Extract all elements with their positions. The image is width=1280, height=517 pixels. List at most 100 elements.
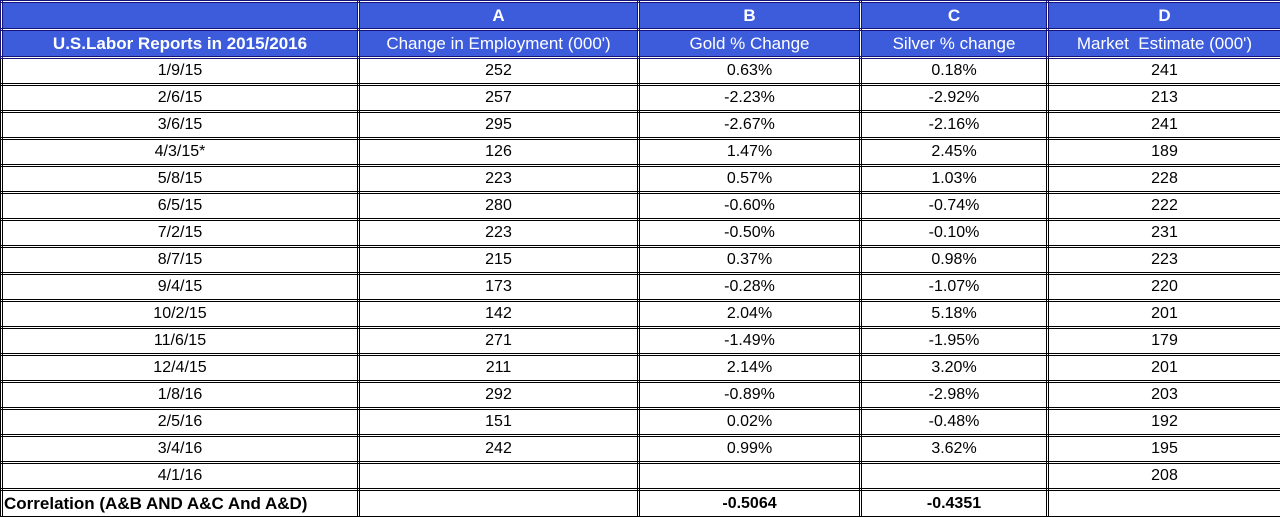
value-cell: 2.04% xyxy=(637,299,862,329)
column-letter-row: A B C D xyxy=(0,0,1280,31)
value-cell: 241 xyxy=(1046,56,1280,86)
value-cell: 215 xyxy=(357,245,640,275)
column-label-market-estimate: Market Estimate (000') xyxy=(1046,28,1280,59)
date-cell: 4/1/16 xyxy=(0,461,360,491)
value-cell: 223 xyxy=(357,218,640,248)
correlation-gold-value: -0.5064 xyxy=(637,488,862,517)
value-cell: 231 xyxy=(1046,218,1280,248)
value-cell: 0.37% xyxy=(637,245,862,275)
value-cell: 0.57% xyxy=(637,164,862,194)
corner-cell xyxy=(0,0,360,31)
value-cell: 208 xyxy=(1046,461,1280,491)
value-cell: 1.47% xyxy=(637,137,862,167)
table-row: 1/9/15 252 0.63% 0.18% 241 xyxy=(0,56,1280,86)
table-row: 2/6/15 257 -2.23% -2.92% 213 xyxy=(0,83,1280,113)
value-cell xyxy=(357,461,640,491)
correlation-label: Correlation (A&B AND A&C And A&D) xyxy=(0,488,360,517)
column-label-gold: Gold % Change xyxy=(637,28,862,59)
value-cell: 0.98% xyxy=(859,245,1049,275)
value-cell: 192 xyxy=(1046,407,1280,437)
date-cell: 7/2/15 xyxy=(0,218,360,248)
value-cell: 0.18% xyxy=(859,56,1049,86)
table-row: 2/5/16 151 0.02% -0.48% 192 xyxy=(0,407,1280,437)
table-row: 10/2/15 142 2.04% 5.18% 201 xyxy=(0,299,1280,329)
value-cell: 173 xyxy=(357,272,640,302)
value-cell xyxy=(637,461,862,491)
value-cell: 0.63% xyxy=(637,56,862,86)
value-cell: 142 xyxy=(357,299,640,329)
value-cell: 5.18% xyxy=(859,299,1049,329)
date-cell: 1/8/16 xyxy=(0,380,360,410)
date-cell: 12/4/15 xyxy=(0,353,360,383)
value-cell: -2.98% xyxy=(859,380,1049,410)
table-row: 9/4/15 173 -0.28% -1.07% 220 xyxy=(0,272,1280,302)
value-cell: 223 xyxy=(1046,245,1280,275)
table-row: 6/5/15 280 -0.60% -0.74% 222 xyxy=(0,191,1280,221)
value-cell: 295 xyxy=(357,110,640,140)
column-letter-d: D xyxy=(1046,0,1280,31)
value-cell: 280 xyxy=(357,191,640,221)
value-cell: 222 xyxy=(1046,191,1280,221)
value-cell: 257 xyxy=(357,83,640,113)
column-label-employment: Change in Employment (000') xyxy=(357,28,640,59)
value-cell: -0.74% xyxy=(859,191,1049,221)
date-cell: 11/6/15 xyxy=(0,326,360,356)
date-cell: 1/9/15 xyxy=(0,56,360,86)
value-cell: -2.23% xyxy=(637,83,862,113)
value-cell: 0.99% xyxy=(637,434,862,464)
table-row: 5/8/15 223 0.57% 1.03% 228 xyxy=(0,164,1280,194)
date-cell: 10/2/15 xyxy=(0,299,360,329)
table-row: 1/8/16 292 -0.89% -2.98% 203 xyxy=(0,380,1280,410)
value-cell: 0.02% xyxy=(637,407,862,437)
value-cell: -1.07% xyxy=(859,272,1049,302)
date-cell: 9/4/15 xyxy=(0,272,360,302)
value-cell: 151 xyxy=(357,407,640,437)
value-cell: 241 xyxy=(1046,110,1280,140)
date-cell: 8/7/15 xyxy=(0,245,360,275)
date-cell: 5/8/15 xyxy=(0,164,360,194)
correlation-empty-a xyxy=(357,488,640,517)
value-cell: 126 xyxy=(357,137,640,167)
value-cell: 211 xyxy=(357,353,640,383)
value-cell: -0.50% xyxy=(637,218,862,248)
correlation-empty-d xyxy=(1046,488,1280,517)
value-cell: 179 xyxy=(1046,326,1280,356)
table-row: 7/2/15 223 -0.50% -0.10% 231 xyxy=(0,218,1280,248)
date-cell: 4/3/15* xyxy=(0,137,360,167)
date-cell: 6/5/15 xyxy=(0,191,360,221)
table-body: 1/9/15 252 0.63% 0.18% 241 2/6/15 257 -2.23% -2.… xyxy=(0,56,1280,491)
value-cell: 2.45% xyxy=(859,137,1049,167)
date-cell: 3/6/15 xyxy=(0,110,360,140)
value-cell: 292 xyxy=(357,380,640,410)
table-row: 12/4/15 211 2.14% 3.20% 201 xyxy=(0,353,1280,383)
value-cell xyxy=(859,461,1049,491)
table-row: 4/1/16 208 xyxy=(0,461,1280,491)
value-cell: 228 xyxy=(1046,164,1280,194)
column-letter-b: B xyxy=(637,0,862,31)
value-cell: 252 xyxy=(357,56,640,86)
value-cell: 3.20% xyxy=(859,353,1049,383)
value-cell: -0.10% xyxy=(859,218,1049,248)
value-cell: 203 xyxy=(1046,380,1280,410)
date-cell: 3/4/16 xyxy=(0,434,360,464)
value-cell: -0.60% xyxy=(637,191,862,221)
table-row: 4/3/15* 126 1.47% 2.45% 189 xyxy=(0,137,1280,167)
value-cell: -0.28% xyxy=(637,272,862,302)
table-row: 3/6/15 295 -2.67% -2.16% 241 xyxy=(0,110,1280,140)
table-row: 8/7/15 215 0.37% 0.98% 223 xyxy=(0,245,1280,275)
value-cell: -0.48% xyxy=(859,407,1049,437)
value-cell: 189 xyxy=(1046,137,1280,167)
value-cell: 213 xyxy=(1046,83,1280,113)
value-cell: 201 xyxy=(1046,353,1280,383)
column-label-row: U.S.Labor Reports in 2015/2016 Change in… xyxy=(0,28,1280,59)
date-cell: 2/5/16 xyxy=(0,407,360,437)
value-cell: -1.49% xyxy=(637,326,862,356)
value-cell: 201 xyxy=(1046,299,1280,329)
value-cell: 1.03% xyxy=(859,164,1049,194)
value-cell: 242 xyxy=(357,434,640,464)
value-cell: 3.62% xyxy=(859,434,1049,464)
column-letter-a: A xyxy=(357,0,640,31)
value-cell: 220 xyxy=(1046,272,1280,302)
value-cell: -1.95% xyxy=(859,326,1049,356)
